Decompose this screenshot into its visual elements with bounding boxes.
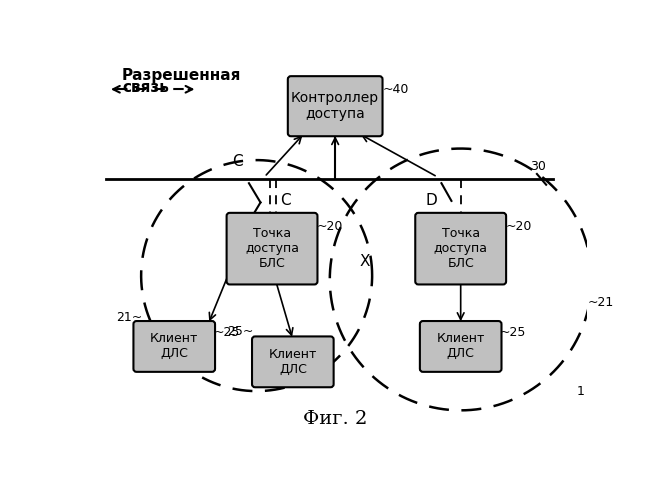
Text: Разрешенная: Разрешенная [122,68,241,82]
Text: ~21: ~21 [588,296,614,309]
FancyBboxPatch shape [133,321,215,372]
Text: Контроллер
доступа: Контроллер доступа [291,91,379,122]
FancyBboxPatch shape [420,321,502,372]
Text: Точка
доступа
БЛС: Точка доступа БЛС [434,227,488,270]
Text: Клиент
ДЛС: Клиент ДЛС [150,332,198,360]
Text: D: D [426,193,438,208]
Text: 21~: 21~ [116,312,143,324]
FancyBboxPatch shape [226,213,317,284]
Text: 30: 30 [530,160,546,173]
Text: Точка
доступа
БЛС: Точка доступа БЛС [245,227,299,270]
Text: 25~: 25~ [227,325,254,338]
Text: X: X [359,254,370,269]
Text: C: C [232,154,243,168]
FancyBboxPatch shape [288,76,383,136]
FancyBboxPatch shape [252,336,334,387]
Text: ~40: ~40 [383,83,409,96]
Text: ~25: ~25 [500,326,526,338]
Text: Фиг. 2: Фиг. 2 [303,410,368,428]
Text: ~20: ~20 [317,220,343,233]
Text: Клиент
ДЛС: Клиент ДЛС [436,332,485,360]
Text: C: C [281,193,291,208]
Text: Клиент
ДЛС: Клиент ДЛС [269,348,317,376]
Text: ~20: ~20 [506,220,532,233]
FancyBboxPatch shape [415,213,506,284]
Text: 1: 1 [576,384,584,398]
Text: связь: связь [122,80,169,95]
Text: ~25: ~25 [213,326,240,338]
